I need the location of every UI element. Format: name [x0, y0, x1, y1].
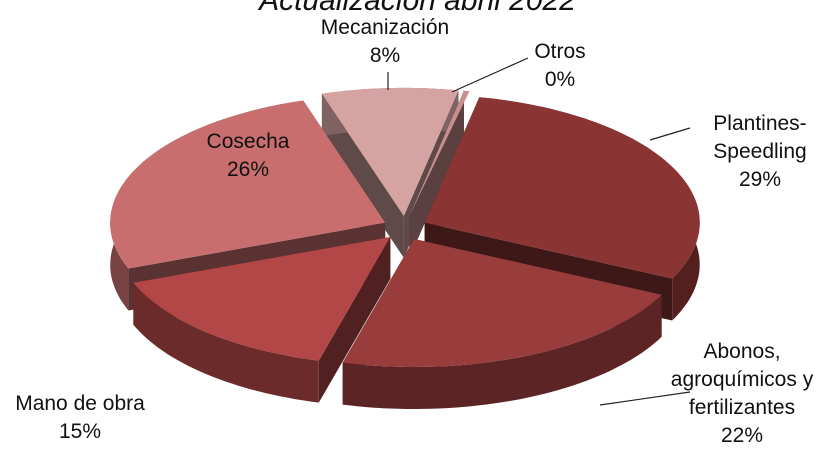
category-name: Mano de obra [15, 392, 145, 415]
slice-wall [342, 294, 662, 409]
value-label: 15% [58, 420, 102, 443]
slice-label: Cosecha 26% [188, 128, 308, 184]
slice-side [321, 93, 404, 258]
slice-top [409, 90, 470, 217]
leader-line [649, 127, 691, 141]
slice-top [424, 97, 700, 279]
leader-line [451, 57, 529, 93]
slice [409, 90, 470, 259]
slice-label: Plantines-Speedling 29% [685, 110, 835, 194]
value-label: 8% [369, 44, 401, 67]
slice-side [409, 90, 464, 259]
value-label: 22% [720, 424, 764, 447]
category-name: Otros [534, 40, 586, 63]
category-name: Cosecha [206, 130, 290, 153]
slice-label: Otros 0% [520, 38, 600, 94]
slice-label: Mano de obra 15% [0, 390, 160, 446]
chart-title: Actualización abril 2022 [259, 0, 576, 17]
slice [342, 239, 662, 409]
slice-label: Mecanización 8% [295, 14, 475, 70]
value-label: 29% [738, 168, 782, 191]
slice [321, 87, 459, 258]
slice-top [321, 87, 459, 216]
slice-label: Abonos, agroquímicos y fertilizantes 22% [652, 338, 832, 450]
value-label: 26% [226, 158, 270, 181]
slice-top [342, 239, 662, 367]
category-name: Abonos, agroquímicos y fertilizantes [670, 340, 814, 419]
category-name: Mecanización [320, 16, 450, 39]
value-label: 0% [544, 68, 576, 91]
slice-top [110, 100, 386, 269]
category-name: Plantines-Speedling [713, 112, 807, 163]
leader-line [599, 391, 691, 406]
slice-top [133, 237, 391, 361]
slice-wall [133, 282, 319, 403]
slice [133, 237, 391, 403]
